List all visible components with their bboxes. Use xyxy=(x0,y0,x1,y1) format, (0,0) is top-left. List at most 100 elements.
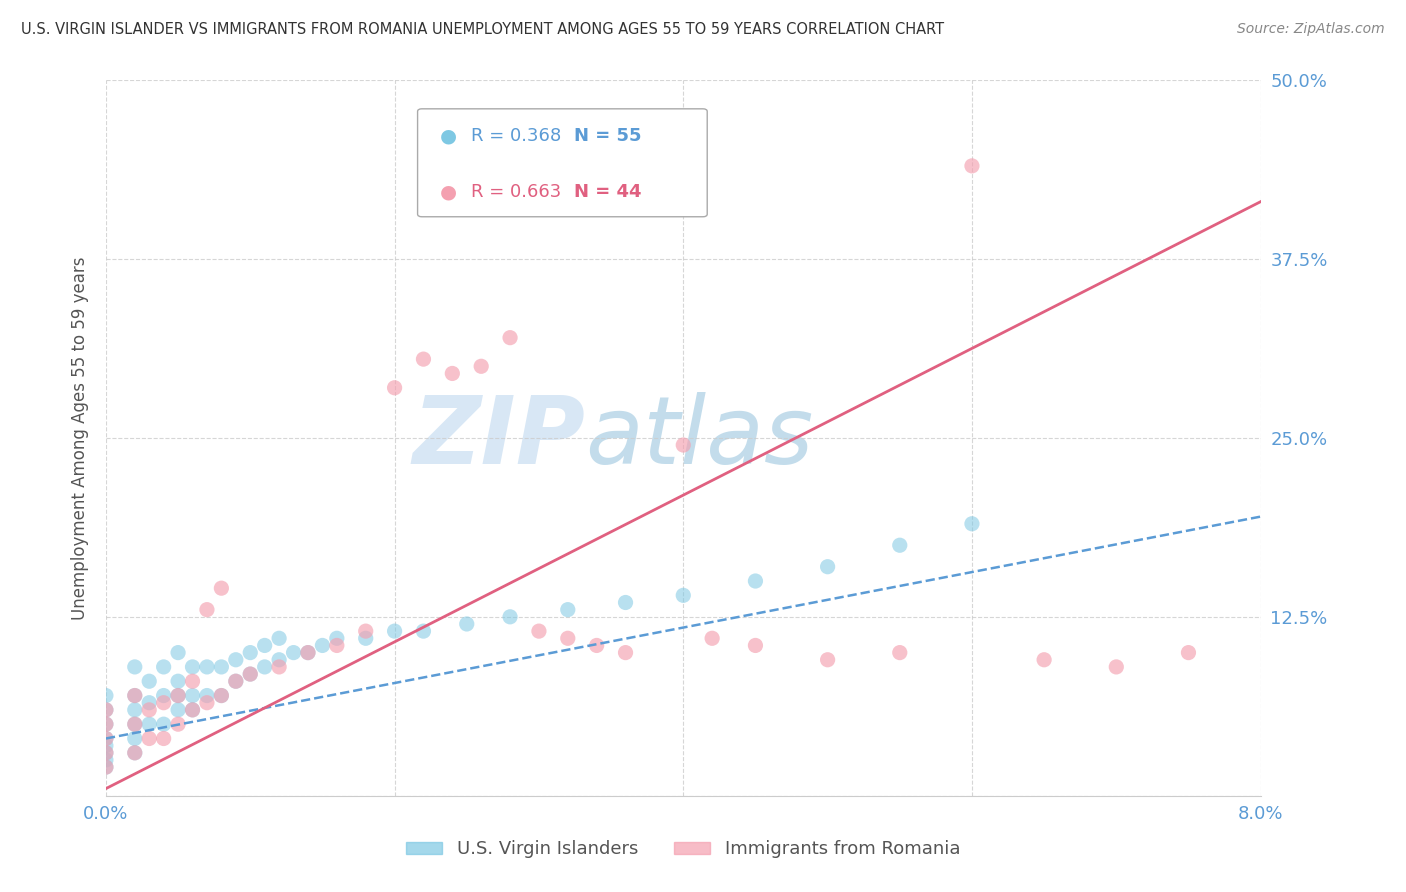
U.S. Virgin Islanders xyxy=(283,646,305,660)
Text: N = 44: N = 44 xyxy=(574,183,641,201)
U.S. Virgin Islanders xyxy=(672,588,695,602)
Text: ●: ● xyxy=(440,182,457,202)
U.S. Virgin Islanders xyxy=(889,538,911,552)
Immigrants from Romania xyxy=(744,639,766,653)
U.S. Virgin Islanders xyxy=(94,739,117,753)
U.S. Virgin Islanders xyxy=(557,602,579,616)
U.S. Virgin Islanders xyxy=(269,653,291,667)
U.S. Virgin Islanders xyxy=(124,703,146,717)
Immigrants from Romania xyxy=(239,667,262,681)
Immigrants from Romania xyxy=(817,653,839,667)
Text: U.S. VIRGIN ISLANDER VS IMMIGRANTS FROM ROMANIA UNEMPLOYMENT AMONG AGES 55 TO 59: U.S. VIRGIN ISLANDER VS IMMIGRANTS FROM … xyxy=(21,22,945,37)
U.S. Virgin Islanders xyxy=(124,689,146,703)
Immigrants from Romania xyxy=(412,352,434,367)
Immigrants from Romania xyxy=(167,689,190,703)
U.S. Virgin Islanders xyxy=(209,689,232,703)
U.S. Virgin Islanders xyxy=(181,703,204,717)
U.S. Virgin Islanders xyxy=(167,646,190,660)
Immigrants from Romania xyxy=(138,703,160,717)
U.S. Virgin Islanders xyxy=(94,689,117,703)
Immigrants from Romania xyxy=(152,731,174,746)
U.S. Virgin Islanders xyxy=(94,760,117,774)
Immigrants from Romania xyxy=(152,696,174,710)
Immigrants from Romania xyxy=(269,660,291,674)
Immigrants from Romania xyxy=(209,581,232,595)
Immigrants from Romania xyxy=(209,689,232,703)
U.S. Virgin Islanders xyxy=(94,746,117,760)
U.S. Virgin Islanders xyxy=(297,646,319,660)
U.S. Virgin Islanders xyxy=(239,646,262,660)
Immigrants from Romania xyxy=(527,624,550,639)
Immigrants from Romania xyxy=(672,438,695,452)
U.S. Virgin Islanders xyxy=(960,516,983,531)
U.S. Virgin Islanders xyxy=(253,639,276,653)
Immigrants from Romania xyxy=(326,639,349,653)
Immigrants from Romania xyxy=(297,646,319,660)
Text: ZIP: ZIP xyxy=(412,392,585,483)
Immigrants from Romania xyxy=(1033,653,1056,667)
Immigrants from Romania xyxy=(889,646,911,660)
U.S. Virgin Islanders xyxy=(124,731,146,746)
U.S. Virgin Islanders xyxy=(239,667,262,681)
U.S. Virgin Islanders xyxy=(253,660,276,674)
U.S. Virgin Islanders xyxy=(138,717,160,731)
Immigrants from Romania xyxy=(167,717,190,731)
Immigrants from Romania xyxy=(585,639,607,653)
U.S. Virgin Islanders xyxy=(412,624,434,639)
Immigrants from Romania xyxy=(124,746,146,760)
U.S. Virgin Islanders xyxy=(94,753,117,767)
U.S. Virgin Islanders xyxy=(181,660,204,674)
U.S. Virgin Islanders xyxy=(384,624,406,639)
U.S. Virgin Islanders xyxy=(614,595,637,609)
U.S. Virgin Islanders xyxy=(195,660,218,674)
U.S. Virgin Islanders xyxy=(499,609,522,624)
U.S. Virgin Islanders xyxy=(195,689,218,703)
Immigrants from Romania xyxy=(1177,646,1199,660)
Immigrants from Romania xyxy=(354,624,377,639)
Immigrants from Romania xyxy=(225,674,247,689)
Immigrants from Romania xyxy=(441,367,464,381)
Text: Source: ZipAtlas.com: Source: ZipAtlas.com xyxy=(1237,22,1385,37)
U.S. Virgin Islanders xyxy=(138,674,160,689)
Text: ●: ● xyxy=(440,127,457,146)
U.S. Virgin Islanders xyxy=(209,660,232,674)
Immigrants from Romania xyxy=(94,760,117,774)
U.S. Virgin Islanders xyxy=(152,660,174,674)
U.S. Virgin Islanders xyxy=(94,717,117,731)
U.S. Virgin Islanders xyxy=(269,632,291,646)
Immigrants from Romania xyxy=(124,717,146,731)
Immigrants from Romania xyxy=(614,646,637,660)
Text: R = 0.663: R = 0.663 xyxy=(471,183,561,201)
Immigrants from Romania xyxy=(195,696,218,710)
Immigrants from Romania xyxy=(181,674,204,689)
Immigrants from Romania xyxy=(124,689,146,703)
Immigrants from Romania xyxy=(94,703,117,717)
Immigrants from Romania xyxy=(384,381,406,395)
U.S. Virgin Islanders xyxy=(167,703,190,717)
Immigrants from Romania xyxy=(195,602,218,616)
U.S. Virgin Islanders xyxy=(354,632,377,646)
U.S. Virgin Islanders xyxy=(311,639,333,653)
Immigrants from Romania xyxy=(94,731,117,746)
Immigrants from Romania xyxy=(470,359,492,374)
Legend: U.S. Virgin Islanders, Immigrants from Romania: U.S. Virgin Islanders, Immigrants from R… xyxy=(399,833,967,865)
Immigrants from Romania xyxy=(499,331,522,345)
U.S. Virgin Islanders xyxy=(94,731,117,746)
Immigrants from Romania xyxy=(557,632,579,646)
U.S. Virgin Islanders xyxy=(167,689,190,703)
Immigrants from Romania xyxy=(138,731,160,746)
U.S. Virgin Islanders xyxy=(152,717,174,731)
U.S. Virgin Islanders xyxy=(744,574,766,588)
U.S. Virgin Islanders xyxy=(181,689,204,703)
Immigrants from Romania xyxy=(700,632,723,646)
U.S. Virgin Islanders xyxy=(167,674,190,689)
U.S. Virgin Islanders xyxy=(138,696,160,710)
U.S. Virgin Islanders xyxy=(326,632,349,646)
U.S. Virgin Islanders xyxy=(225,674,247,689)
Text: atlas: atlas xyxy=(585,392,813,483)
Text: N = 55: N = 55 xyxy=(574,128,641,145)
U.S. Virgin Islanders xyxy=(124,717,146,731)
U.S. Virgin Islanders xyxy=(456,617,478,632)
Immigrants from Romania xyxy=(94,717,117,731)
Text: R = 0.368: R = 0.368 xyxy=(471,128,561,145)
